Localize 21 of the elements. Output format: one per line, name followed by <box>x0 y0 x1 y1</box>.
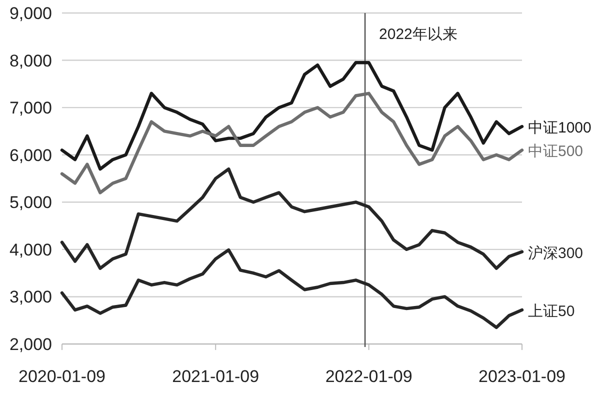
series-label: 中证1000 <box>528 119 592 136</box>
ref-line-label: 2022年以来 <box>379 26 458 43</box>
y-tick-label: 6,000 <box>9 146 52 165</box>
x-tick-label: 2022-01-09 <box>325 367 412 386</box>
series-label: 沪深300 <box>528 244 584 262</box>
y-tick-label: 4,000 <box>9 240 52 260</box>
x-tick-label: 2020-01-09 <box>18 367 106 386</box>
line-series <box>60 167 524 270</box>
y-tick-label: 2,000 <box>9 335 52 354</box>
line-series <box>60 248 524 330</box>
series-label: 中证500 <box>528 143 584 160</box>
x-tick-label: 2021-01-09 <box>172 367 260 386</box>
y-tick-label: 9,000 <box>9 4 52 23</box>
line-series <box>60 61 524 171</box>
line-series <box>60 92 524 194</box>
x-tick-label: 2023-01-09 <box>478 367 566 386</box>
y-tick-label: 7,000 <box>9 98 52 118</box>
y-tick-label: 8,000 <box>9 51 52 70</box>
y-tick-label: 5,000 <box>9 193 52 212</box>
series-label: 上证50 <box>528 302 575 320</box>
y-tick-label: 3,000 <box>9 288 52 307</box>
